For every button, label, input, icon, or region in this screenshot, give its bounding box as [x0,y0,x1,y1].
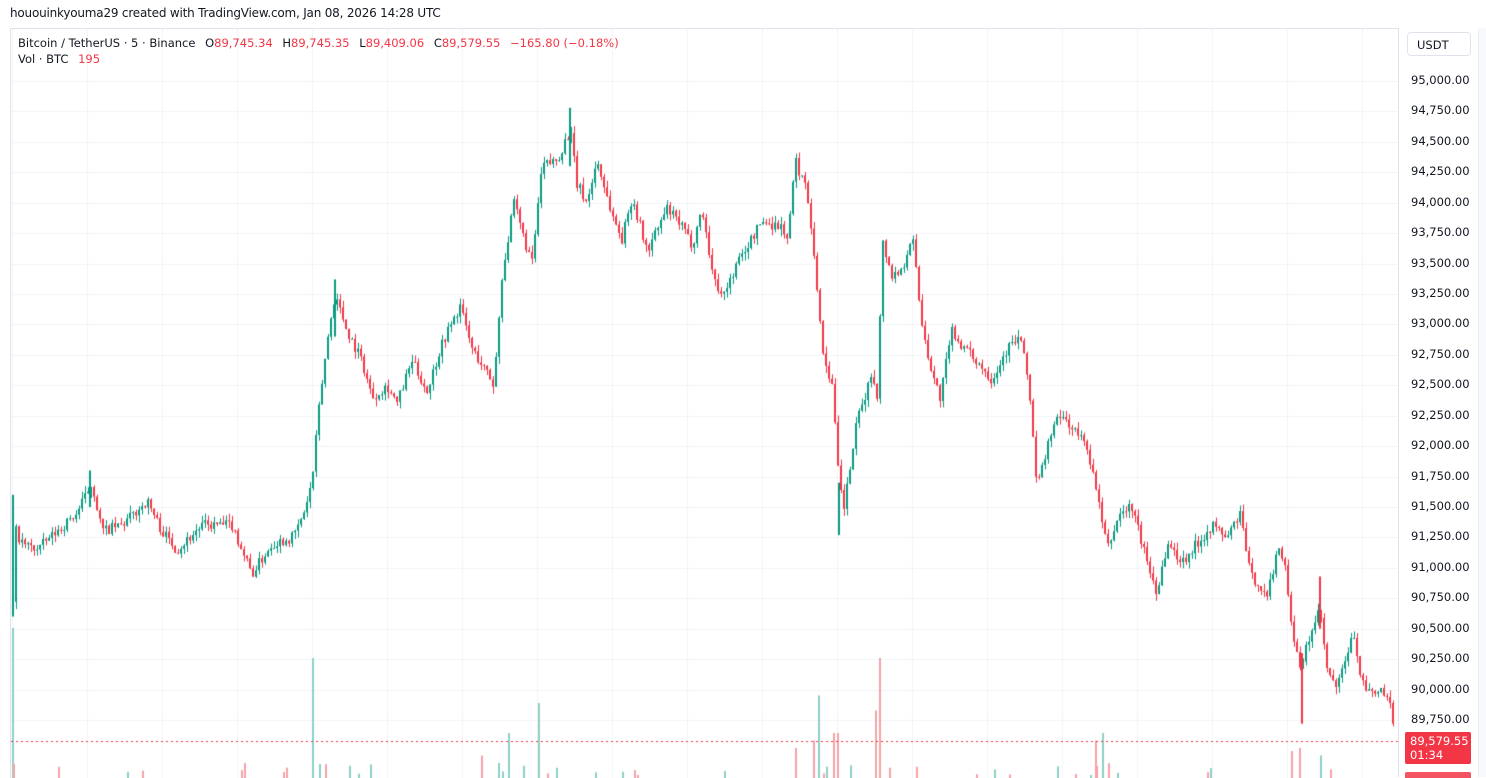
last-price-value: 89,579.55 [1410,734,1469,748]
symbol-title[interactable]: Bitcoin / TetherUS · 5 · Binance [18,36,196,50]
volume-axis-tag [1405,772,1471,778]
price-tick-label: 90,750.00 [1411,590,1470,605]
volume-value: 195 [78,52,101,66]
price-tick-label: 92,000.00 [1411,438,1470,453]
price-tick-label: 93,250.00 [1411,286,1470,300]
price-tick-label: 92,250.00 [1411,407,1470,422]
chart-pane[interactable] [10,28,1486,778]
price-tick-label: 94,250.00 [1411,164,1470,179]
price-tick-label: 93,750.00 [1411,225,1470,240]
change-value: −165.80 (−0.18%) [510,36,619,50]
volume-label[interactable]: Vol · BTC [18,52,69,66]
last-price-tag: 89,579.55 01:34 [1405,732,1471,764]
price-tick-label: 90,250.00 [1411,651,1470,666]
price-tick-label: 93,000.00 [1411,316,1470,331]
price-tick-label: 94,000.00 [1411,194,1470,209]
low-value: 89,409.06 [365,36,425,50]
price-tick-label: 89,750.00 [1411,712,1470,727]
price-tick-label: 91,750.00 [1411,468,1470,483]
price-tick-label: 90,500.00 [1411,620,1470,635]
chart-attribution: hououinkyouma29 created with TradingView… [10,6,441,20]
price-axis[interactable] [1398,28,1486,777]
price-tick-label: 91,500.00 [1411,499,1470,514]
close-value: 89,579.55 [441,36,501,50]
volume-legend-row: Vol · BTC 195 [18,51,619,67]
price-tick-label: 91,000.00 [1411,559,1470,574]
currency-selector-button[interactable]: USDT [1407,32,1471,56]
candlestick-plot[interactable] [11,29,1399,778]
price-tick-label: 90,000.00 [1411,681,1470,696]
high-value: 89,745.35 [291,36,350,50]
price-tick-label: 94,500.00 [1411,133,1470,148]
chart-legend: Bitcoin / TetherUS · 5 · Binance O89,745… [18,35,619,67]
price-tick-label: 95,000.00 [1411,73,1470,87]
axis-scrollbar [1478,28,1486,777]
high-label: H [282,36,292,50]
open-label: O [205,36,215,50]
price-tick-label: 94,750.00 [1411,103,1470,118]
close-label: C [433,36,442,50]
price-tick-label: 92,750.00 [1411,346,1470,361]
bar-countdown: 01:34 [1410,748,1444,762]
price-tick-label: 93,500.00 [1411,255,1470,270]
price-tick-label: 92,500.00 [1411,377,1470,392]
symbol-legend-row: Bitcoin / TetherUS · 5 · Binance O89,745… [18,35,619,51]
price-tick-label: 91,250.00 [1411,529,1470,544]
open-value: 89,745.34 [214,36,273,50]
low-label: L [359,36,366,50]
